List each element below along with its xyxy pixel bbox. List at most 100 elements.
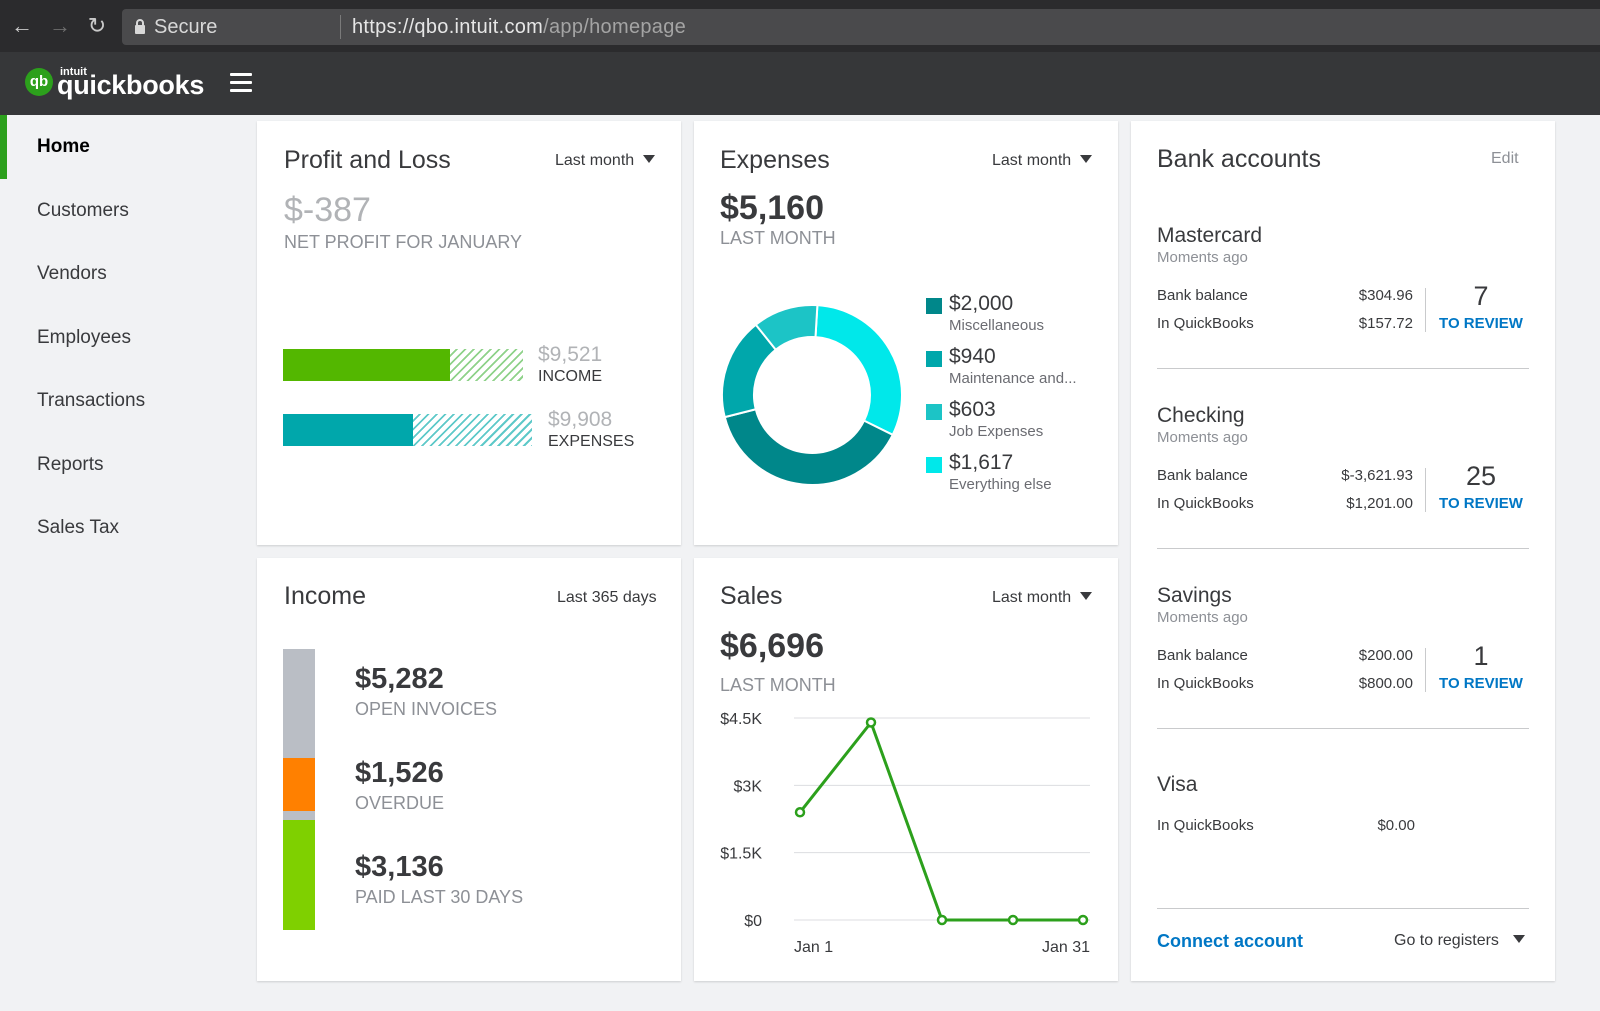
bar-gap [283,811,315,820]
account-name[interactable]: Visa [1157,773,1198,796]
period-dropdown[interactable]: Last month [992,152,1093,170]
sidebar-item-vendors[interactable]: Vendors [37,263,107,284]
logo-intuit-text: intuit [60,66,87,78]
bank-accounts-card[interactable]: Bank accounts Edit Mastercard Moments ag… [1131,121,1555,981]
account-name[interactable]: Savings [1157,584,1232,607]
to-review-link[interactable]: TO REVIEW [1439,495,1523,512]
account-name[interactable]: Checking [1157,404,1245,427]
sales-total-label: LAST MONTH [720,675,836,695]
sidebar-item-employees[interactable]: Employees [37,327,131,348]
overdue-bar[interactable] [283,758,315,811]
url-host: https://qbo.intuit.com [352,16,544,38]
divider [1425,468,1426,512]
legend-amount: $1,617 [949,451,1014,474]
go-to-registers-dropdown[interactable]: Go to registers [1394,932,1525,950]
secure-label: Secure [154,16,218,38]
sales-data-point[interactable] [1077,914,1089,926]
y-tick-label: $3K [734,778,763,795]
legend-swatch [926,457,942,473]
sales-line-chart[interactable]: $4.5K $3K $1.5K $0 Jan 1 Jan 31 [694,698,1118,958]
card-title: Bank accounts [1157,145,1321,173]
review-count[interactable]: 1 [1473,641,1489,671]
card-title: Expenses [720,146,830,174]
forward-arrow-icon[interactable]: → [49,13,71,38]
sales-card[interactable]: Sales Last month $6,696 LAST MONTH $4.5K… [694,558,1118,981]
donut-slice[interactable] [814,305,902,437]
x-tick-label: Jan 1 [794,939,833,956]
period-label: Last month [992,152,1072,169]
caret-down-icon [1512,935,1525,943]
divider [1157,368,1529,369]
donut-slice[interactable] [754,305,819,352]
income-label: INCOME [538,368,602,385]
to-review-link[interactable]: TO REVIEW [1439,315,1523,332]
in-quickbooks-value: $157.72 [1358,315,1413,332]
reload-icon[interactable]: ↻ [87,13,107,38]
legend-swatch [926,404,942,420]
open-invoices-amount: $5,282 [355,663,444,695]
caret-down-icon [1080,592,1093,600]
address-bar[interactable]: Secure https://qbo.intuit.com/app/homepa… [122,9,1600,45]
paid-bar[interactable] [283,820,315,930]
y-tick-label: $0 [744,913,762,930]
income-bar-projection [450,349,523,381]
hamburger-menu-icon[interactable] [230,73,252,93]
bank-balance-value: $-3,621.93 [1341,467,1413,484]
period-label: Last 365 days [557,589,657,606]
period-dropdown[interactable]: Last month [992,589,1093,607]
sales-data-point[interactable] [1007,914,1019,926]
review-count[interactable]: 7 [1473,281,1489,311]
caret-down-icon [1080,155,1093,163]
y-tick-label: $4.5K [720,711,762,728]
sidebar-item-sales-tax[interactable]: Sales Tax [37,517,120,538]
income-card[interactable]: Income Last 365 days $5,282 OPEN INVOICE… [257,558,681,981]
period-dropdown[interactable]: Last month [555,152,656,170]
sales-data-point[interactable] [794,807,806,818]
bank-balance-label: Bank balance [1157,467,1248,484]
legend-label: Everything else [949,476,1052,493]
in-quickbooks-value: $1,201.00 [1346,495,1413,512]
open-invoices-bar[interactable] [283,649,315,758]
legend-label: Job Expenses [949,423,1044,440]
divider [1157,728,1529,729]
bank-balance-value: $200.00 [1358,647,1413,664]
card-title: Profit and Loss [284,146,451,174]
lock-icon [135,19,145,34]
sidebar-item-home[interactable]: Home [0,115,240,179]
overdue-label: OVERDUE [355,793,445,813]
to-review-link[interactable]: TO REVIEW [1439,675,1523,692]
logo-quickbooks-text[interactable]: quickbooks [57,70,205,100]
url-text[interactable]: https://qbo.intuit.com/app/homepage [352,16,686,39]
back-arrow-icon[interactable]: ← [11,13,33,38]
income-bar[interactable] [283,349,450,381]
period-label: Last month [555,152,635,169]
paid-label: PAID LAST 30 DAYS [355,887,524,907]
legend-amount: $2,000 [949,292,1014,315]
sidebar-item-customers[interactable]: Customers [37,200,129,221]
expenses-label: EXPENSES [548,433,635,450]
profit-loss-card[interactable]: Profit and Loss Last month $-387 NET PRO… [257,121,681,545]
legend-label: Maintenance and... [949,370,1077,387]
connect-account-link[interactable]: Connect account [1157,931,1304,951]
net-profit-value: $-387 [284,191,371,229]
account-name[interactable]: Mastercard [1157,224,1263,247]
in-quickbooks-label: In QuickBooks [1157,817,1254,834]
quickbooks-logo-icon[interactable]: qb [25,68,53,96]
expenses-card[interactable]: Expenses Last month $5,160 LAST MONTH $2… [694,121,1118,545]
y-tick-label: $1.5K [720,846,762,863]
sidebar-item-transactions[interactable]: Transactions [37,390,146,411]
review-count[interactable]: 25 [1465,461,1497,491]
edit-link[interactable]: Edit [1491,150,1519,167]
sidebar-item-reports[interactable]: Reports [37,454,104,475]
legend-label: Miscellaneous [949,317,1045,334]
url-path: /app/homepage [543,16,687,38]
caret-down-icon [643,155,656,163]
donut-slice[interactable] [723,408,895,485]
sales-data-point[interactable] [865,717,877,728]
divider [1425,648,1426,692]
in-quickbooks-label: In QuickBooks [1157,675,1254,692]
expenses-bar[interactable] [283,414,413,446]
overdue-amount: $1,526 [355,757,444,789]
sales-data-point[interactable] [936,914,948,926]
expenses-donut-chart[interactable] [722,305,902,485]
